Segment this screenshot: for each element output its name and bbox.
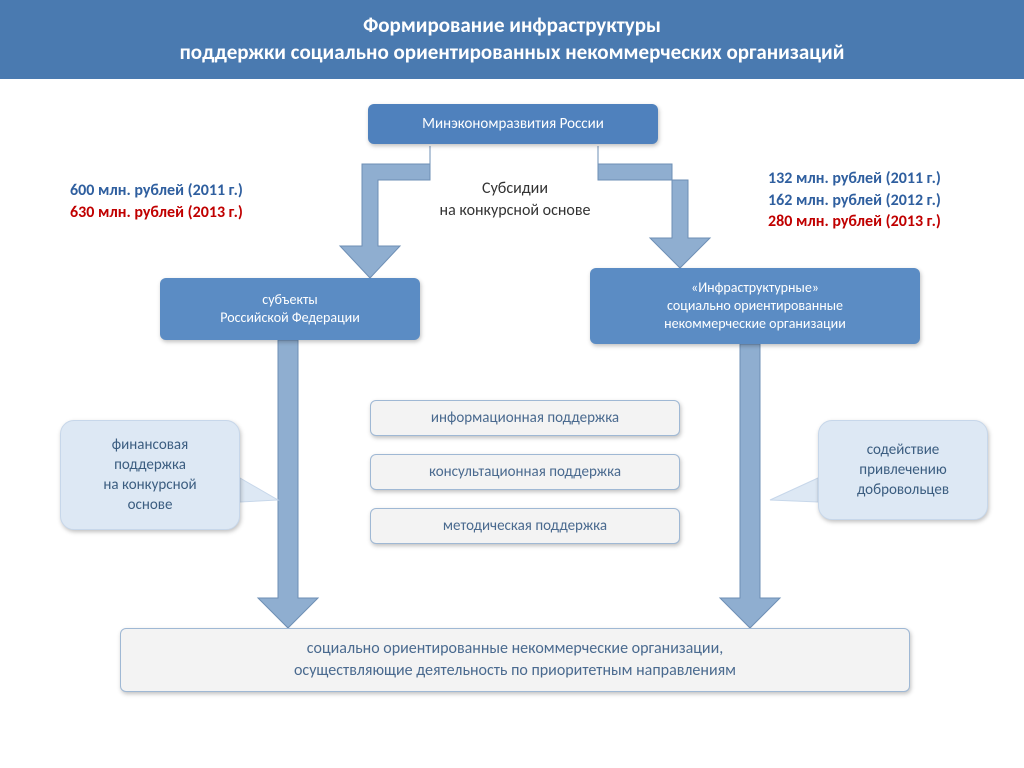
support-consult-label: консультационная поддержка (429, 463, 621, 481)
amount-left-1: 630 млн. рублей (2013 г.) (70, 202, 243, 224)
subjects-line2: Российской Федерации (220, 309, 360, 327)
arrow-infra-to-bottom (720, 344, 780, 628)
bottom-line2: осуществляющие деятельность по приоритет… (294, 660, 736, 682)
amount-right-2: 280 млн. рублей (2013 г.) (768, 211, 941, 233)
fin-line1: финансовая (112, 435, 188, 455)
infra-line2: социально ориентированные (667, 297, 843, 315)
support-method-label: методическая поддержка (443, 517, 607, 535)
callout-volunteers: содействие привлечению добровольцев (818, 420, 988, 520)
vol-line3: добровольцев (857, 480, 949, 500)
infra-line3: некоммерческие организации (664, 315, 846, 333)
node-ministry-label: Минэкономразвития России (422, 115, 604, 133)
amount-right-1: 162 млн. рублей (2012 г.) (768, 190, 941, 212)
bottom-line1: социально ориентированные некоммерческие… (307, 638, 723, 660)
subjects-line1: субъекты (262, 291, 317, 309)
amounts-right: 132 млн. рублей (2011 г.) 162 млн. рубле… (768, 168, 941, 233)
title-line1: Формирование инфраструктуры (20, 12, 1004, 39)
page-title: Формирование инфраструктуры поддержки со… (0, 0, 1024, 79)
callout-financial-support: финансовая поддержка на конкурсной основ… (60, 420, 240, 530)
callout-tail-fin (240, 478, 278, 502)
subsidies-line2: на конкурсной основе (420, 200, 610, 222)
subsidies-line1: Субсидии (420, 178, 610, 200)
callout-tail-volunteers (770, 478, 818, 502)
node-subjects: субъекты Российской Федерации (160, 278, 420, 340)
vol-line1: содействие (867, 440, 940, 460)
amounts-left: 600 млн. рублей (2011 г.) 630 млн. рубле… (70, 180, 243, 223)
fin-line3: на конкурсной (103, 475, 196, 495)
fin-line2: поддержка (114, 455, 186, 475)
arrow-top-to-infra (598, 146, 710, 268)
support-info: информационная поддержка (370, 400, 680, 436)
support-info-label: информационная поддержка (431, 409, 619, 427)
support-consult: консультационная поддержка (370, 454, 680, 490)
amount-left-0: 600 млн. рублей (2011 г.) (70, 180, 243, 202)
node-infrastructure: «Инфраструктурные» социально ориентирова… (590, 268, 920, 344)
node-bottom: социально ориентированные некоммерческие… (120, 628, 910, 692)
arrow-subjects-to-bottom (258, 340, 318, 628)
vol-line2: привлечению (859, 460, 946, 480)
infra-line1: «Инфраструктурные» (691, 279, 819, 297)
fin-line4: основе (128, 495, 173, 515)
title-line2: поддержки социально ориентированных неко… (20, 39, 1004, 66)
amount-right-0: 132 млн. рублей (2011 г.) (768, 168, 941, 190)
subsidies-label: Субсидии на конкурсной основе (420, 178, 610, 221)
node-ministry: Минэкономразвития России (368, 104, 658, 144)
arrow-top-to-subjects (340, 146, 430, 278)
support-method: методическая поддержка (370, 508, 680, 544)
